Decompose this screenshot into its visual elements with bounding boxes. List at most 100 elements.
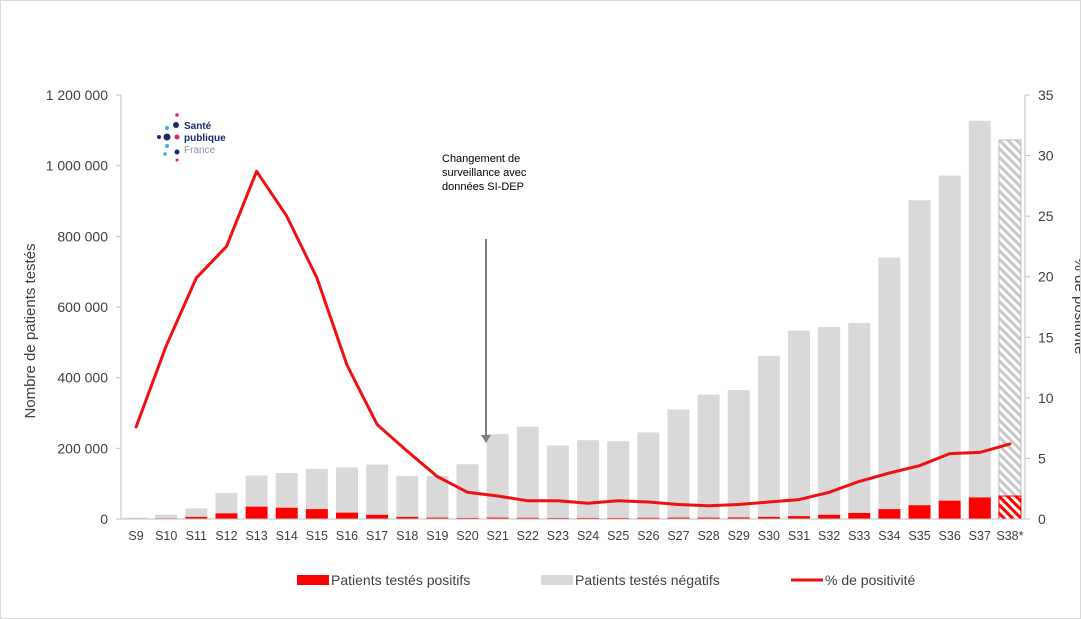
x-tick-label: S38* <box>996 529 1023 543</box>
x-tick-label: S12 <box>215 529 237 543</box>
annotation: Changement de surveillance avec données … <box>442 153 527 443</box>
x-tick-label: S20 <box>456 529 478 543</box>
y-left-tick-label: 600 000 <box>57 299 108 315</box>
x-tick-label: S22 <box>517 529 539 543</box>
y-right-tick-label: 20 <box>1038 269 1054 285</box>
bar-positifs-S15 <box>305 509 328 519</box>
bar-negatifs-S26 <box>637 432 660 518</box>
x-tick-label: S15 <box>306 529 328 543</box>
bar-positifs-S11 <box>185 516 208 519</box>
bar-negatifs-S37 <box>968 120 991 498</box>
bar-negatifs-S28 <box>697 394 720 518</box>
bar-positifs-S14 <box>275 507 298 519</box>
logo-text-line1: Santé <box>184 121 212 132</box>
bar-negatifs-S21 <box>486 434 509 518</box>
bar-negatifs-S16 <box>336 467 358 513</box>
x-tick-label: S26 <box>637 529 659 543</box>
x-tick-label: S32 <box>818 529 840 543</box>
x-tick-label: S16 <box>336 529 358 543</box>
y-right-tick-label: 30 <box>1038 148 1054 164</box>
x-tick-label: S34 <box>878 529 900 543</box>
bar-negatifs-S15 <box>305 468 328 510</box>
annotation-arrow-head <box>481 435 491 443</box>
bar-negatifs-S34 <box>878 257 901 510</box>
x-tick-label: S24 <box>577 529 599 543</box>
bar-positifs-S17 <box>366 514 389 519</box>
bar-negatifs-S31 <box>788 330 810 517</box>
bar-negatifs-S35 <box>908 200 931 506</box>
y-left-tick-label: 1 200 000 <box>46 87 108 103</box>
logo-text-line3: France <box>184 145 216 156</box>
axes-group: S9 S10 S11 S12 S13 S14 S15 S16 S17 S18 S19 S20 S21 S2… <box>46 87 1054 543</box>
bar-positifs-S24 <box>577 517 600 519</box>
x-tick-label: S10 <box>155 529 177 543</box>
bar-negatifs-S18 <box>396 475 419 517</box>
bar-positifs-S26 <box>637 517 660 519</box>
bar-positifs-S19 <box>426 517 449 519</box>
y-right-tick-label: 25 <box>1038 208 1054 224</box>
bar-negatifs-S22 <box>516 426 539 518</box>
legend-label-positifs: Patients testés positifs <box>331 572 470 588</box>
x-tick-label: S27 <box>667 529 689 543</box>
annotation-line3: données SI-DEP <box>442 181 524 193</box>
bar-negatifs-S13 <box>245 475 268 507</box>
y-axis-right-title: % de positivité <box>1071 258 1080 355</box>
bar-positifs-S22 <box>516 517 539 519</box>
legend: Patients testés positifs Patients testés… <box>297 572 915 588</box>
bar-positifs-S16 <box>336 512 358 519</box>
bar-positifs-S30 <box>757 516 780 519</box>
bar-positifs-S34 <box>878 509 901 519</box>
bar-negatifs-S12 <box>215 492 238 514</box>
y-right-tick-label: 0 <box>1038 511 1046 527</box>
x-tick-label: S29 <box>728 529 750 543</box>
bar-positifs-S32 <box>818 514 841 519</box>
bar-negatifs-S36 <box>938 175 961 501</box>
x-tick-label: S33 <box>848 529 870 543</box>
bar-positifs-S13 <box>245 506 268 519</box>
bar-negatifs-S24 <box>577 440 600 518</box>
y-right-tick-label: 35 <box>1038 87 1054 103</box>
annotation-line2: surveillance avec <box>442 167 527 179</box>
bar-positifs-S12 <box>215 513 238 519</box>
y-right-tick-label: 5 <box>1038 450 1046 466</box>
y-left-tick-label: 400 000 <box>57 370 108 386</box>
bar-negatifs-S30 <box>757 355 780 517</box>
line-layer <box>134 169 1012 508</box>
x-tick-label: S14 <box>276 529 298 543</box>
legend-label-positivite: % de positivité <box>825 572 915 588</box>
y-axis-left-title: Nombre de patients testés <box>22 243 39 418</box>
bar-negatifs-S9 <box>125 517 148 519</box>
bar-positifs-S38* <box>998 495 1022 520</box>
x-tick-label: S21 <box>487 529 509 543</box>
x-tick-label: S36 <box>939 529 961 543</box>
y-right-tick-label: 15 <box>1038 329 1054 345</box>
x-tick-label: S31 <box>788 529 810 543</box>
bar-positifs-S25 <box>607 517 630 519</box>
x-tick-label: S9 <box>128 529 143 543</box>
bar-negatifs-S27 <box>667 409 690 518</box>
bar-negatifs-S25 <box>607 441 630 518</box>
x-tick-label: S37 <box>969 529 991 543</box>
x-tick-label: S28 <box>697 529 719 543</box>
y-left-tick-label: 0 <box>100 511 108 527</box>
bar-positifs-S29 <box>727 517 750 519</box>
bar-positifs-S36 <box>938 500 961 519</box>
bar-positifs-S33 <box>848 512 871 519</box>
y-right-tick-label: 10 <box>1038 390 1054 406</box>
bar-positifs-S28 <box>697 517 720 519</box>
bar-positifs-S21 <box>486 517 509 519</box>
bar-negatifs-S29 <box>727 390 750 518</box>
line-positivite <box>134 169 1012 508</box>
bar-negatifs-S23 <box>546 445 569 518</box>
legend-swatch-positifs <box>297 575 329 585</box>
annotation-line1: Changement de <box>442 153 520 165</box>
bar-negatifs-S14 <box>275 473 298 508</box>
bar-positifs-S20 <box>456 517 479 519</box>
bar-negatifs-S10 <box>155 514 178 519</box>
x-tick-label: S30 <box>758 529 780 543</box>
logo-text-line2: publique <box>184 133 226 144</box>
bar-negatifs-S19 <box>426 475 449 518</box>
x-tick-label: S11 <box>186 529 207 543</box>
